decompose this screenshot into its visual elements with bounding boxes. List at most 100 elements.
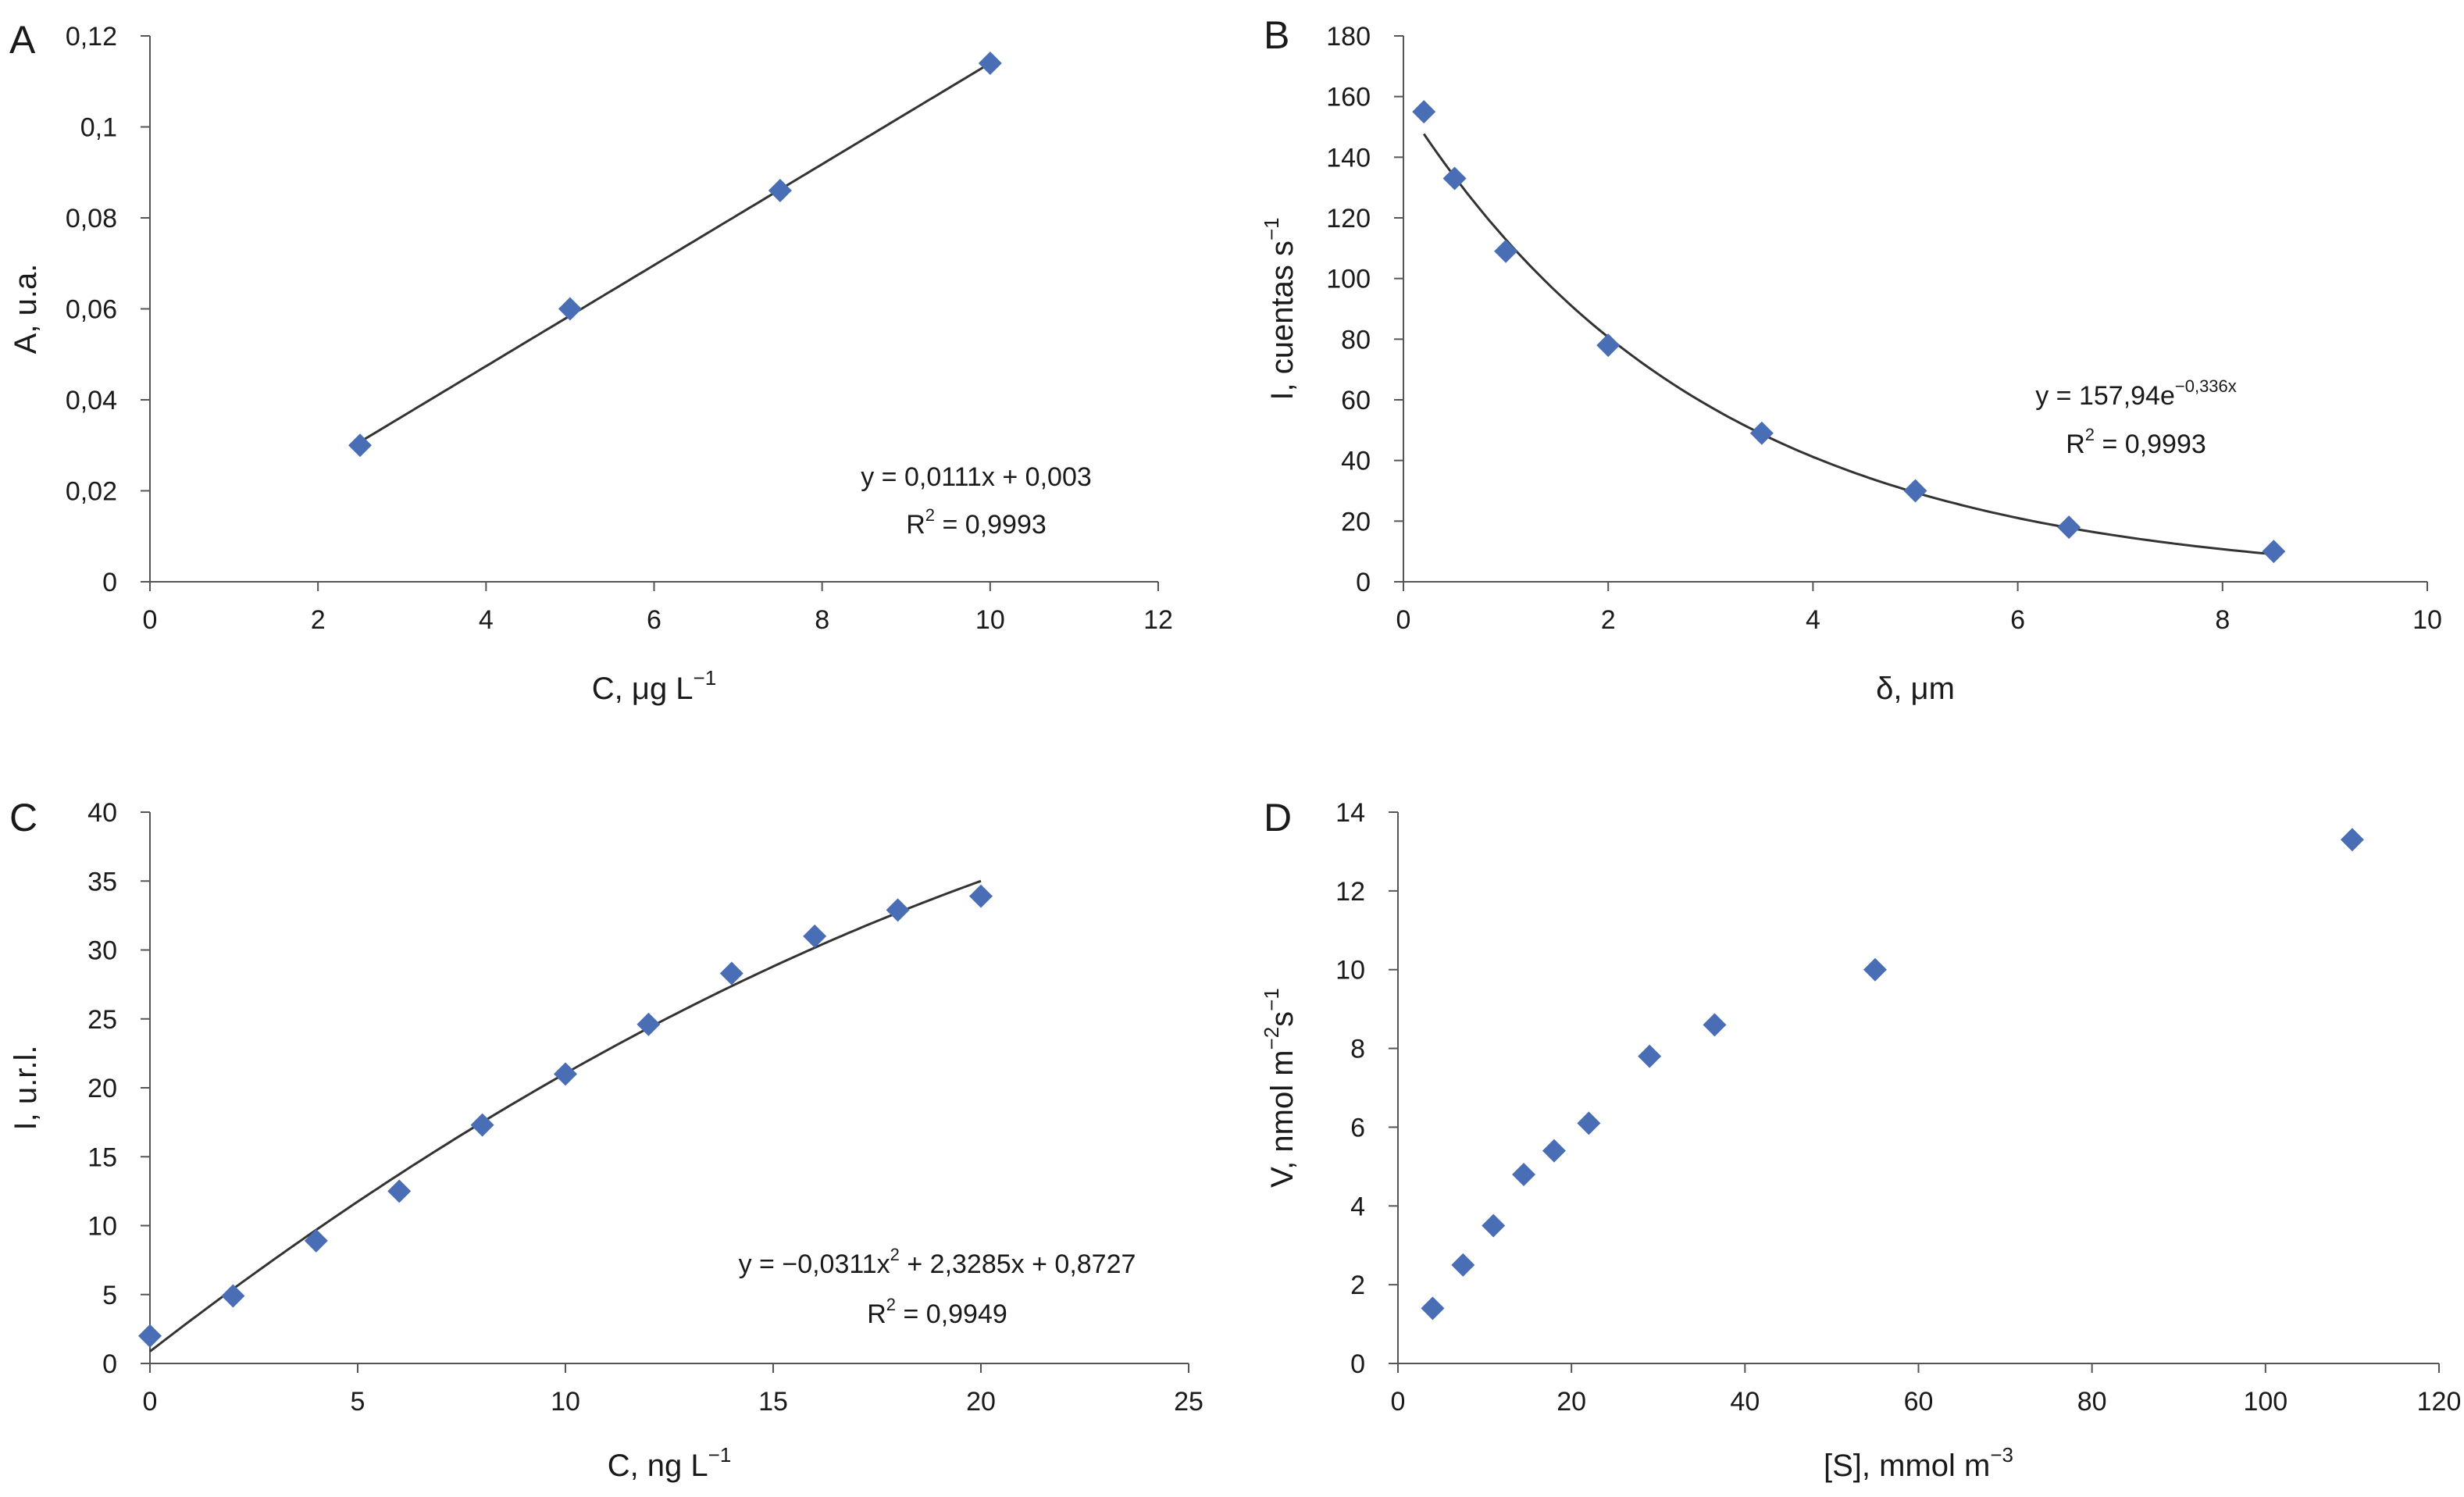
y-tick-label: 0,12 (66, 22, 117, 52)
r-squared: R2 = 0,9993 (2066, 425, 2206, 459)
panel-label: B (1264, 13, 1289, 57)
panel-label: C (9, 796, 37, 839)
y-tick-label: 0 (102, 568, 117, 597)
equation-text: = 0,9993 (2095, 429, 2206, 459)
y-tick-label: 14 (1335, 798, 1365, 828)
equation-sup: 2 (925, 505, 935, 525)
y-tick-label: 0,06 (66, 295, 117, 325)
y-tick-label: 8 (1350, 1035, 1365, 1064)
x-tick-label: 0 (143, 605, 158, 635)
equation-sup: 2 (886, 1295, 896, 1314)
panel-a: A 0 2 4 6 8 10 12 0 0,02 0,04 0,06 0,08 0,1 0,12 C, μg … (9, 18, 1173, 706)
trendline (1422, 133, 2274, 556)
y-tick-label: 30 (87, 936, 117, 966)
equation-text: + 2,3285x + 0,8727 (900, 1249, 1136, 1279)
y-axis-label: I, u.r.l. (9, 1046, 43, 1131)
data-point (1512, 1162, 1536, 1186)
y-tick-label: 160 (1326, 83, 1371, 112)
y-tick-label: 0 (102, 1349, 117, 1379)
panel-d: D 0 20 40 60 80 100 120 0 2 4 6 8 10 12 14 [S], mmol m−3… (1260, 796, 2461, 1483)
data-point (470, 1113, 494, 1137)
y-axis-label-sup: −1 (1260, 988, 1283, 1011)
equation-text: y = 157,94e (2035, 381, 2175, 411)
data-point (886, 898, 910, 922)
y-tick-label: 20 (87, 1074, 117, 1103)
y-tick-label: 12 (1335, 877, 1365, 907)
y-tick-label: 4 (1350, 1192, 1365, 1221)
data-point (1542, 1139, 1566, 1163)
x-tick-label: 6 (2010, 605, 2025, 635)
y-tick-label: 0,04 (66, 386, 117, 415)
x-tick-label: 40 (1730, 1387, 1760, 1417)
x-tick-label: 10 (551, 1387, 580, 1417)
data-point (803, 924, 827, 948)
data-point (637, 1012, 661, 1036)
x-tick-label: 12 (1143, 605, 1173, 635)
y-tick-label: 120 (1326, 204, 1371, 233)
x-axis-label-text: C, ng L (608, 1449, 708, 1483)
trendline (359, 62, 991, 444)
trendline (149, 879, 982, 1353)
data-point (304, 1228, 328, 1253)
equation-text: = 0,9949 (896, 1299, 1007, 1329)
y-tick-label: 40 (87, 798, 117, 828)
data-point (1638, 1044, 1662, 1068)
data-point (1596, 333, 1621, 358)
data-point (1703, 1013, 1727, 1037)
data-point (768, 179, 792, 203)
data-point (1903, 479, 1927, 503)
y-tick-label: 20 (1341, 507, 1371, 536)
y-tick-label: 2 (1350, 1271, 1365, 1300)
data-point (2262, 540, 2286, 564)
x-axis-label: δ, μm (1876, 672, 1955, 706)
x-axis-label-sup: −1 (694, 666, 717, 690)
y-tick-label: 0 (1356, 568, 1371, 597)
data-point (1482, 1214, 1506, 1238)
y-tick-label: 140 (1326, 143, 1371, 173)
y-axis-label: V, nmol m−2s−1 (1260, 988, 1300, 1188)
y-axis-label-sup: −2 (1260, 1027, 1283, 1050)
y-axis-label-text: I, cuentas s (1265, 241, 1300, 401)
y-tick-label: 0 (1350, 1349, 1365, 1379)
x-axis-label-text: C, μg L (592, 672, 694, 706)
equation-text: y = −0,0311x (739, 1249, 890, 1279)
data-point (138, 1324, 162, 1348)
y-axis-label-text: V, nmol m (1265, 1050, 1300, 1187)
data-point (1451, 1253, 1475, 1277)
y-tick-label: 25 (87, 1005, 117, 1035)
panel-label: A (9, 18, 36, 62)
data-point (387, 1179, 412, 1203)
equation-text: y = 0,0111x + 0,003 (861, 462, 1092, 492)
equation-text: R (2066, 429, 2085, 459)
x-tick-label: 0 (1391, 1387, 1406, 1417)
y-axis-label-text: s (1265, 1011, 1300, 1027)
data-point (1577, 1111, 1601, 1135)
data-point (1412, 100, 1436, 124)
x-tick-label: 0 (1396, 605, 1411, 635)
panel-label: D (1264, 796, 1292, 839)
x-axis-label-sup: −3 (1990, 1443, 2013, 1467)
x-tick-label: 15 (758, 1387, 788, 1417)
y-axis-label: A, u.a. (9, 264, 43, 355)
data-point (558, 297, 582, 321)
y-axis-label-text: I, u.r.l. (9, 1046, 43, 1131)
y-tick-label: 10 (87, 1212, 117, 1242)
y-tick-label: 5 (102, 1281, 117, 1310)
data-point (554, 1062, 577, 1086)
x-tick-label: 20 (1556, 1387, 1586, 1417)
equation-text: R (867, 1299, 886, 1329)
x-axis-label: C, ng L−1 (608, 1443, 732, 1483)
x-axis-label-text: [S], mmol m (1824, 1449, 1990, 1483)
r-squared: R2 = 0,9949 (867, 1295, 1007, 1329)
x-tick-label: 20 (966, 1387, 996, 1417)
x-axis-label: [S], mmol m−3 (1824, 1443, 2013, 1483)
data-point (348, 433, 372, 458)
x-axis-label-sup: −1 (708, 1443, 732, 1467)
x-axis-label-text: δ, μm (1876, 672, 1955, 706)
y-tick-label: 6 (1350, 1113, 1365, 1142)
y-axis-label-text: A, u.a. (9, 264, 43, 355)
x-tick-label: 80 (2077, 1387, 2107, 1417)
x-tick-label: 2 (1601, 605, 1616, 635)
data-point (1749, 421, 1774, 445)
